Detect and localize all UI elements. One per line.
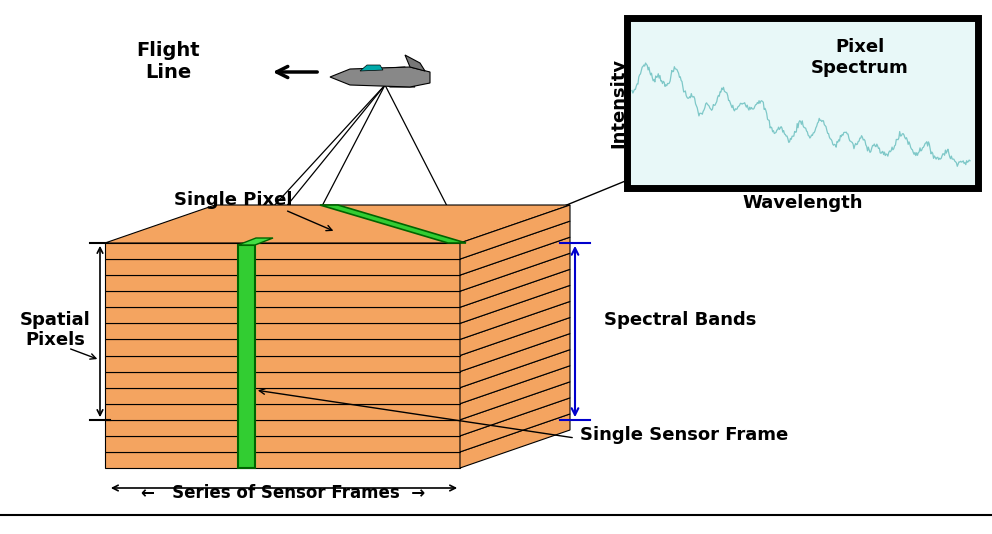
Polygon shape xyxy=(460,318,570,372)
Polygon shape xyxy=(460,398,570,452)
Polygon shape xyxy=(460,301,570,356)
Text: Wavelength: Wavelength xyxy=(743,194,863,212)
Polygon shape xyxy=(105,340,460,356)
Text: Spectral Bands: Spectral Bands xyxy=(604,311,756,329)
Polygon shape xyxy=(460,382,570,436)
Polygon shape xyxy=(460,334,570,388)
Polygon shape xyxy=(105,243,460,259)
Polygon shape xyxy=(460,366,570,420)
Bar xyxy=(627,18,978,188)
Polygon shape xyxy=(105,436,460,452)
Polygon shape xyxy=(330,67,430,87)
Polygon shape xyxy=(105,259,460,275)
Polygon shape xyxy=(460,237,570,291)
Polygon shape xyxy=(460,205,570,259)
Text: Pixel
Spectrum: Pixel Spectrum xyxy=(811,38,909,77)
Polygon shape xyxy=(105,324,460,340)
Polygon shape xyxy=(105,420,460,436)
Polygon shape xyxy=(105,205,570,243)
Text: Intensity: Intensity xyxy=(609,58,627,148)
Polygon shape xyxy=(460,253,570,307)
Polygon shape xyxy=(105,307,460,324)
Polygon shape xyxy=(355,67,407,77)
Polygon shape xyxy=(360,65,383,71)
Polygon shape xyxy=(105,388,460,404)
Text: Spatial
Pixels: Spatial Pixels xyxy=(20,311,90,349)
Polygon shape xyxy=(238,245,255,468)
Polygon shape xyxy=(105,404,460,420)
Text: Single Pixel: Single Pixel xyxy=(174,191,293,209)
Polygon shape xyxy=(460,414,570,468)
Polygon shape xyxy=(105,372,460,388)
Polygon shape xyxy=(460,285,570,340)
Polygon shape xyxy=(238,238,273,245)
Polygon shape xyxy=(460,221,570,275)
Polygon shape xyxy=(105,356,460,372)
Polygon shape xyxy=(460,350,570,404)
Polygon shape xyxy=(405,55,425,71)
Polygon shape xyxy=(320,205,466,243)
Polygon shape xyxy=(105,275,460,291)
Text: Single Sensor Frame: Single Sensor Frame xyxy=(580,426,789,444)
Polygon shape xyxy=(105,452,460,468)
Polygon shape xyxy=(105,291,460,307)
Polygon shape xyxy=(460,269,570,324)
Text: Flight
Line: Flight Line xyxy=(136,42,199,82)
Polygon shape xyxy=(380,78,415,87)
Text: ←   Series of Sensor Frames  →: ← Series of Sensor Frames → xyxy=(141,484,425,502)
